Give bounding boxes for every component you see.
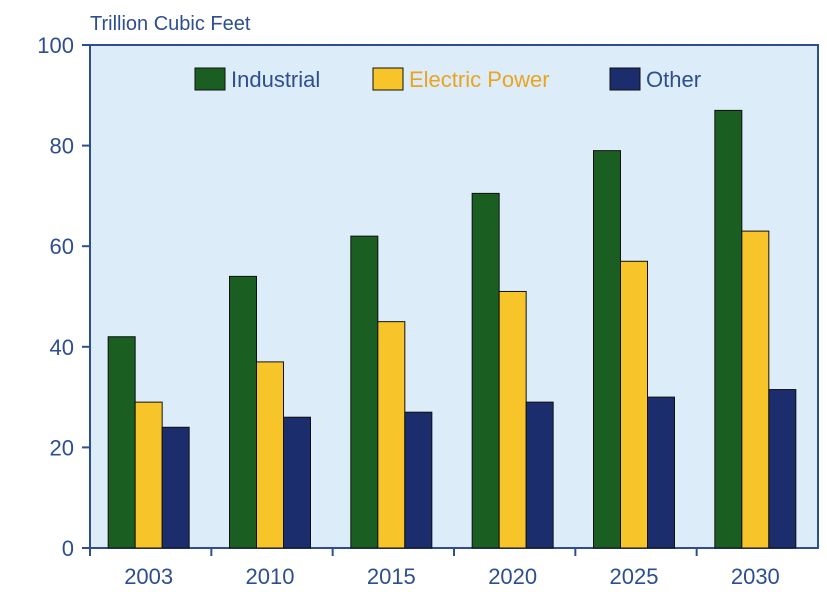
bar-other — [283, 416, 311, 549]
x-tick-label: 2010 — [246, 564, 295, 589]
y-tick-label: 0 — [62, 536, 74, 561]
legend-swatch-other — [609, 67, 641, 91]
x-tick-label: 2015 — [367, 564, 416, 589]
y-tick-label: 20 — [50, 435, 74, 460]
legend-label-electric-power: Electric Power — [409, 67, 550, 92]
bar-electric-power — [134, 401, 163, 549]
bar-industrial — [350, 235, 379, 549]
bar-industrial — [107, 336, 136, 549]
legend: Industrial Electric Power Other — [194, 67, 701, 92]
bar-electric-power — [256, 361, 284, 549]
bar-other — [161, 426, 190, 549]
bar-electric-power — [377, 321, 406, 549]
bar-industrial — [229, 275, 257, 549]
y-tick-label: 40 — [50, 335, 74, 360]
bars — [107, 109, 797, 549]
bar-electric-power — [498, 290, 527, 549]
x-tick-label: 2025 — [610, 564, 659, 589]
bar-industrial — [593, 150, 621, 549]
x-tick-label: 2003 — [124, 564, 173, 589]
bar-other — [647, 396, 675, 549]
plot-area — [89, 44, 819, 549]
bar-other — [768, 389, 797, 549]
x-tick-label: 2030 — [731, 564, 780, 589]
bar-electric-power — [741, 230, 770, 549]
legend-label-industrial: Industrial — [231, 67, 320, 92]
bar-industrial — [471, 192, 500, 549]
x-axis: 2003 2010 2015 2020 2025 2030 — [89, 548, 780, 589]
y-tick-label: 100 — [37, 33, 74, 58]
y-axis: 0 20 40 60 80 100 — [37, 33, 90, 561]
x-tick-label: 2020 — [488, 564, 537, 589]
y-tick-label: 60 — [50, 234, 74, 259]
y-tick-label: 80 — [50, 134, 74, 159]
legend-label-other: Other — [646, 67, 701, 92]
y-axis-label: Trillion Cubic Feet — [90, 13, 251, 35]
legend-swatch-industrial — [194, 67, 226, 91]
bar-other — [525, 401, 554, 549]
bar-other — [404, 411, 433, 549]
bar-industrial — [714, 109, 743, 549]
legend-swatch-electric-power — [372, 67, 404, 91]
bar-electric-power — [620, 260, 648, 549]
